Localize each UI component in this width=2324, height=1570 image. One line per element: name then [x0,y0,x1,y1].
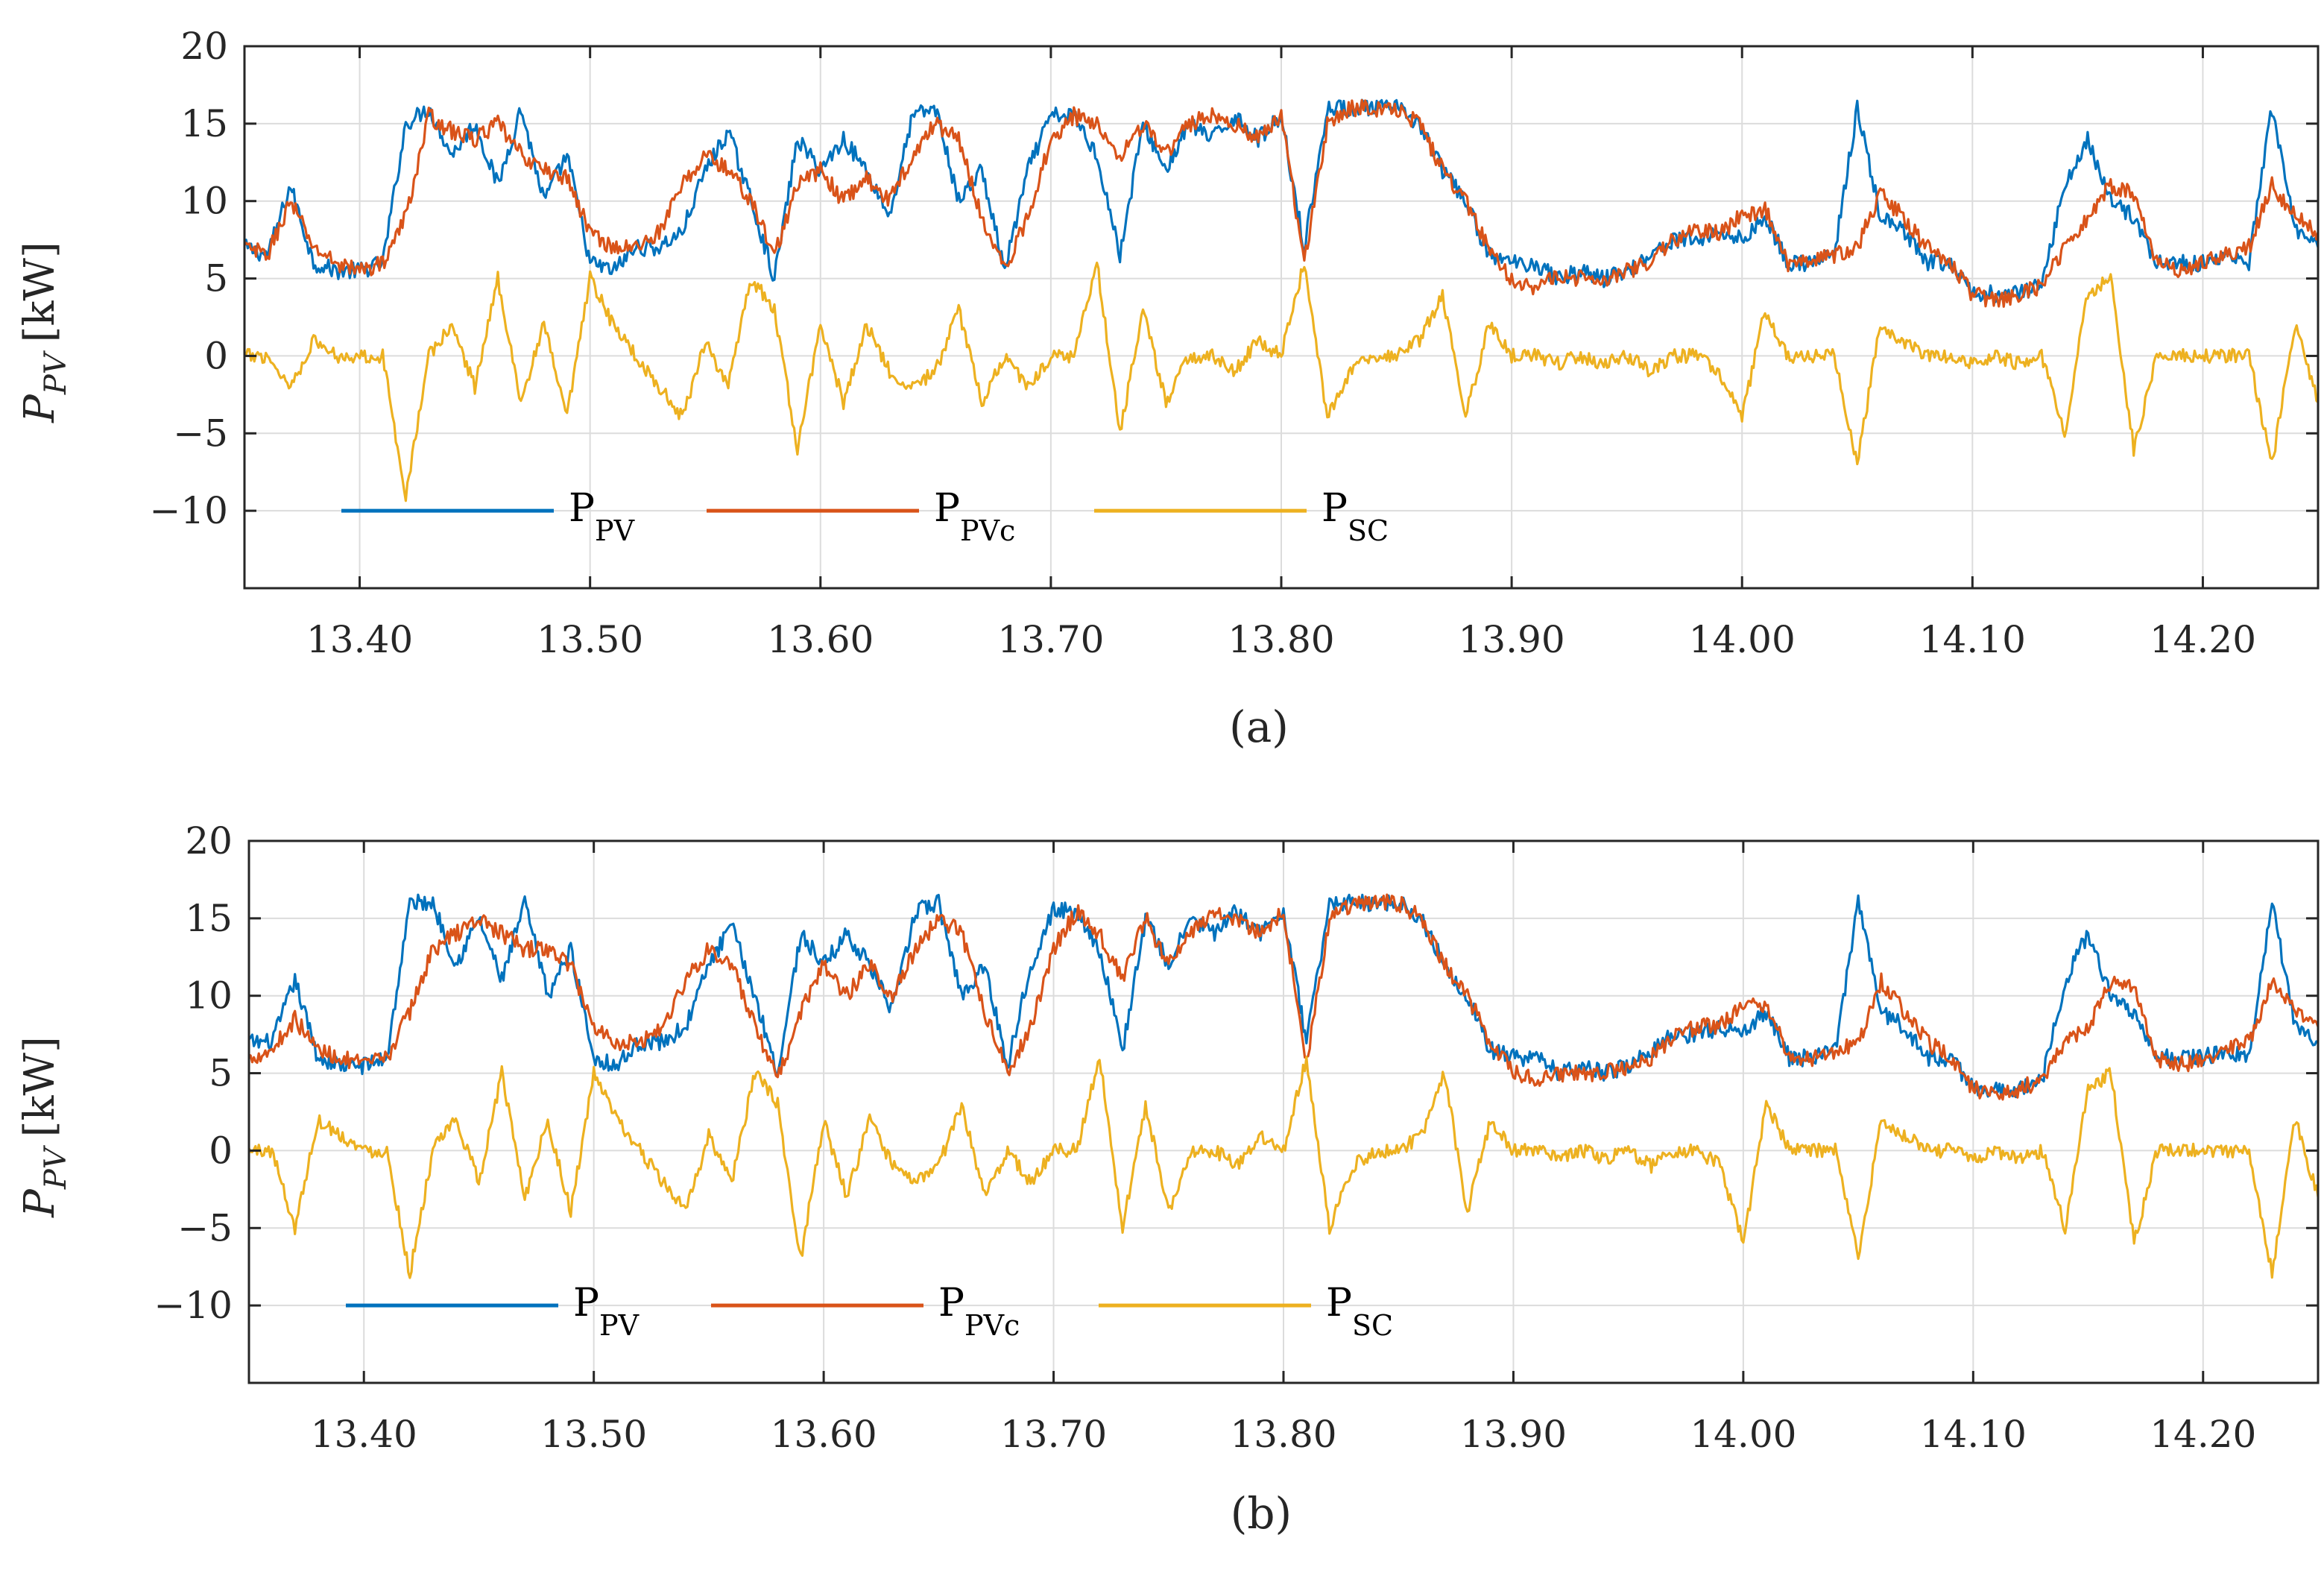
panel-a: 13.40 13.50 13.60 13.70 13.80 13.90 14.00 14.10… [16,25,2320,752]
x-tick-label: 14.10 [1919,618,2026,661]
x-tick-label: 13.90 [1459,618,1565,661]
panel-caption: (a) [1229,702,1289,752]
y-tick-label: −5 [173,412,228,455]
tick-marks [249,839,2318,1383]
series-line-p-sc [249,1056,2318,1279]
y-tick-label: 0 [209,1129,233,1172]
series-line-p-pvc [244,98,2318,308]
x-tick-label: 13.40 [306,618,413,661]
legend-label-p-sc: PSC [1322,486,1389,547]
y-tick-label: 20 [185,819,233,863]
x-tick-label: 14.00 [1689,618,1796,661]
x-tick-label: 13.80 [1228,618,1334,661]
x-tick-label: 13.90 [1460,1413,1567,1456]
x-tick-label: 13.70 [1000,1413,1107,1456]
legend: PPV PPVc PSC [341,486,1389,547]
y-tick-label: 15 [180,102,228,145]
series-line-p-sc [244,261,2318,502]
x-tick-label: 13.60 [771,1413,877,1456]
legend-label-p-pv: PPV [569,486,635,547]
legend-label-p-pvc: PPVc [938,1281,1020,1342]
x-tick-label: 14.20 [2150,618,2256,661]
x-tick-label: 14.20 [2150,1413,2256,1456]
y-tick-label: −5 [177,1206,233,1249]
panel-b: 13.40 13.50 13.60 13.70 13.80 13.90 14.00 14.10… [16,819,2320,1539]
y-axis-label: PPV [kW] [16,1036,73,1218]
y-tick-label: 20 [180,25,228,68]
y-tick-label: −10 [154,1284,233,1327]
panel-caption: (b) [1231,1488,1292,1539]
x-tick-label: 13.70 [997,618,1104,661]
y-axis-label-main: P [16,394,64,423]
series-group [244,98,2318,502]
x-tick-label: 13.50 [540,1413,647,1456]
y-axis-label-unit: [kW] [16,1036,64,1137]
y-axis-label-unit: [kW] [16,242,64,342]
x-tick-label: 14.00 [1690,1413,1796,1456]
series-group [249,893,2318,1279]
y-tick-label: 15 [185,897,233,940]
series-line-p-pvc [249,893,2318,1101]
y-tick-label: 5 [209,1052,233,1095]
y-tick-label: 5 [204,257,228,300]
y-tick-label: 10 [180,180,228,223]
y-tick-label: 10 [185,974,233,1018]
x-tick-label: 13.60 [767,618,874,661]
y-axis-label-main: P [16,1188,64,1218]
y-axis-label-sub: PV [39,1144,73,1190]
legend-label-p-pvc: PPVc [934,486,1015,547]
legend-label-p-sc: PSC [1326,1281,1393,1342]
legend: PPV PPVc PSC [346,1281,1393,1342]
legend-label-p-pv: PPV [573,1281,640,1342]
x-tick-label: 13.50 [537,618,643,661]
y-tick-label: −10 [149,489,228,532]
y-tick-label: 0 [204,334,228,377]
x-tick-label: 13.40 [311,1413,417,1456]
y-axis-label-sub: PV [39,350,73,395]
x-tick-label: 14.10 [1920,1413,2027,1456]
y-axis-label: PPV [kW] [16,242,73,423]
tick-marks [244,45,2318,588]
x-tick-label: 13.80 [1230,1413,1336,1456]
